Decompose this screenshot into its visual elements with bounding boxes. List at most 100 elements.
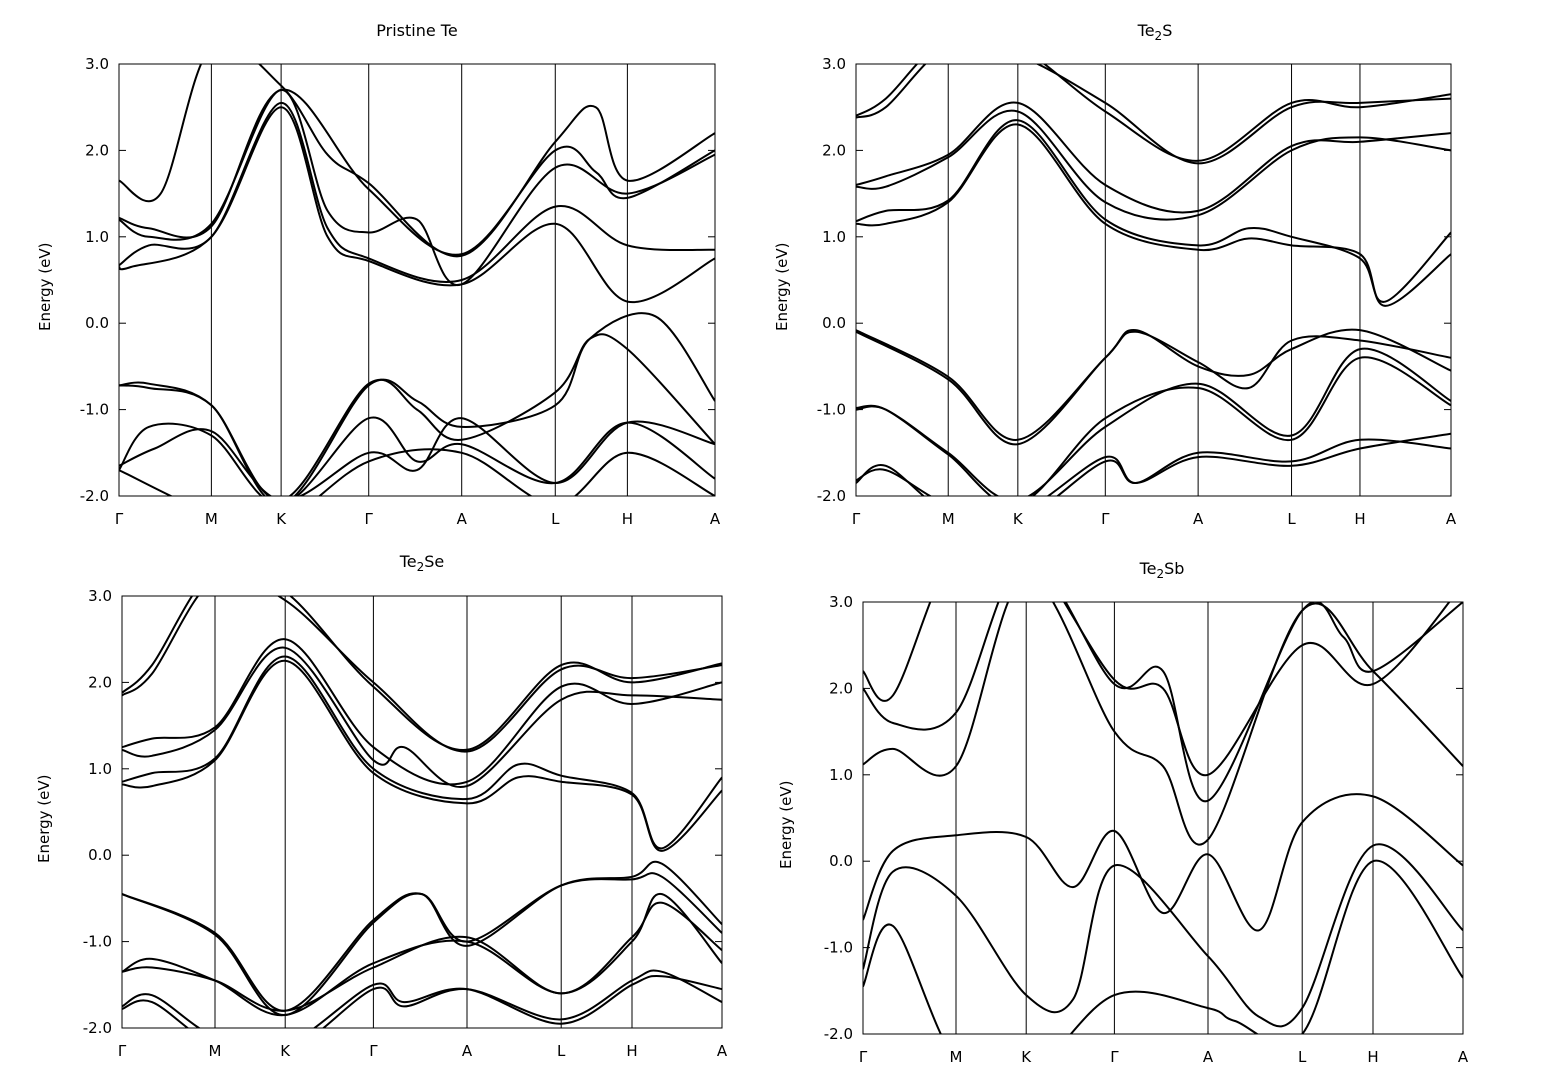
kpoint-label: A [1446,510,1457,528]
band-line [856,119,1451,303]
plot-frame [855,63,1452,497]
kpoint-label: M [209,1042,222,1060]
y-tick-label: 3.0 [88,587,112,605]
y-tick-label: -2.0 [817,487,846,505]
band-line [856,432,1451,496]
y-tick-label: 2.0 [85,141,109,159]
band-line [119,64,715,258]
kpoint-label: M [942,510,955,528]
kpoint-label: A [1458,1048,1469,1066]
y-tick-label: 3.0 [829,593,853,611]
band-line [856,123,1451,307]
y-tick-label: 0.0 [822,314,846,332]
y-tick-label: 0.0 [85,314,109,332]
kpoint-label: Γ [369,1042,378,1060]
kpoint-label: L [1298,1048,1307,1066]
plot-frame [118,63,716,497]
band-line [119,417,715,496]
band-line [119,88,715,256]
band-line [863,602,1463,802]
band-line [122,969,722,1028]
kpoint-label: Γ [1101,510,1110,528]
y-tick-label: 0.0 [88,846,112,864]
band-line [122,655,722,850]
plot-frame [862,601,1464,1035]
kpoint-label: K [1021,1048,1032,1066]
kpoint-label: L [551,510,560,528]
band-line [119,106,715,304]
kpoint-label: K [276,510,287,528]
band-line [119,101,715,283]
y-tick-label: 0.0 [829,852,853,870]
band-line [856,356,1451,496]
band-line [122,596,722,751]
kpoint-label: A [1193,510,1204,528]
kpoint-label: A [1203,1048,1214,1066]
y-tick-label: -2.0 [83,1019,112,1037]
band-structure-plot: 3.0 2.0 1.0 0.0 -1.0 -2.0 Γ M K Γ A L H A [80,55,721,528]
band-line [863,602,1463,846]
y-tick-label: 1.0 [829,766,853,784]
y-tick-label: -1.0 [80,401,109,419]
y-tick-label: 2.0 [829,679,853,697]
kpoint-label: L [1287,510,1296,528]
kpoint-label: H [1367,1048,1378,1066]
kpoint-label: M [950,1048,963,1066]
panel-te2se: Te2Se Energy (eV) 3.0 2.0 1.0 0.0 -1.0 -2.0 Γ M… [0,0,782,1079]
y-tick-label: -1.0 [83,933,112,951]
kpoint-label: H [622,510,633,528]
panel-title: Te2S [1137,21,1173,43]
band-line [863,793,1463,932]
band-line [863,602,1451,776]
kpoint-label: Γ [365,510,374,528]
band-structure-plot: 3.0 2.0 1.0 0.0 -1.0 -2.0 Γ M K Γ A L H A [817,55,1457,528]
kpoint-label: A [462,1042,473,1060]
band-line [122,638,722,786]
kpoint-label: H [626,1042,637,1060]
y-tick-label: 1.0 [822,228,846,246]
band-line [856,109,1451,221]
kpoint-label: Γ [859,1048,868,1066]
band-structure-plot: 3.0 2.0 1.0 0.0 -1.0 -2.0 Γ M K Γ A L H A [83,587,728,1060]
y-tick-label: 1.0 [85,228,109,246]
y-tick-label: 3.0 [85,55,109,73]
panel-title: Te2Sb [1139,559,1185,581]
panel-te2s: Te2S Energy (eV) 3.0 2.0 1.0 0.0 -1.0 -2.0 Γ M K… [773,21,1457,528]
y-tick-label: 2.0 [822,141,846,159]
band-line [863,859,1463,1034]
kpoint-label: Γ [1110,1048,1119,1066]
plot-frame [121,595,723,1029]
band-line [119,448,715,496]
y-tick-label: -1.0 [824,939,853,957]
y-tick-label: -2.0 [80,487,109,505]
kpoint-label: K [1013,510,1024,528]
kpoint-label: Γ [115,510,124,528]
band-line [122,596,722,753]
band-line [122,975,722,1028]
y-tick-label: 1.0 [88,760,112,778]
kpoint-label: A [710,510,721,528]
kpoint-label: Γ [852,510,861,528]
kpoint-label: M [205,510,218,528]
band-line [119,88,715,286]
y-tick-label: -2.0 [824,1025,853,1043]
band-line [856,64,1451,162]
y-tick-label: 3.0 [822,55,846,73]
kpoint-label: K [280,1042,291,1060]
band-line [856,64,1451,165]
y-tick-label: -1.0 [817,401,846,419]
band-line [856,101,1451,214]
band-line [119,312,715,496]
kpoint-label: L [557,1042,566,1060]
panel-pristine-te: Pristine Te Energy (eV) 3.0 2.0 1.0 0.0 -1.0… [0,0,782,540]
band-line [122,872,722,1017]
panel-title: Pristine Te [376,21,458,40]
kpoint-label: Γ [118,1042,127,1060]
y-tick-label: 2.0 [88,673,112,691]
kpoint-label: A [457,510,468,528]
band-line [863,843,1463,1028]
band-line [856,330,1451,446]
panel-title: Te2Se [399,552,445,574]
